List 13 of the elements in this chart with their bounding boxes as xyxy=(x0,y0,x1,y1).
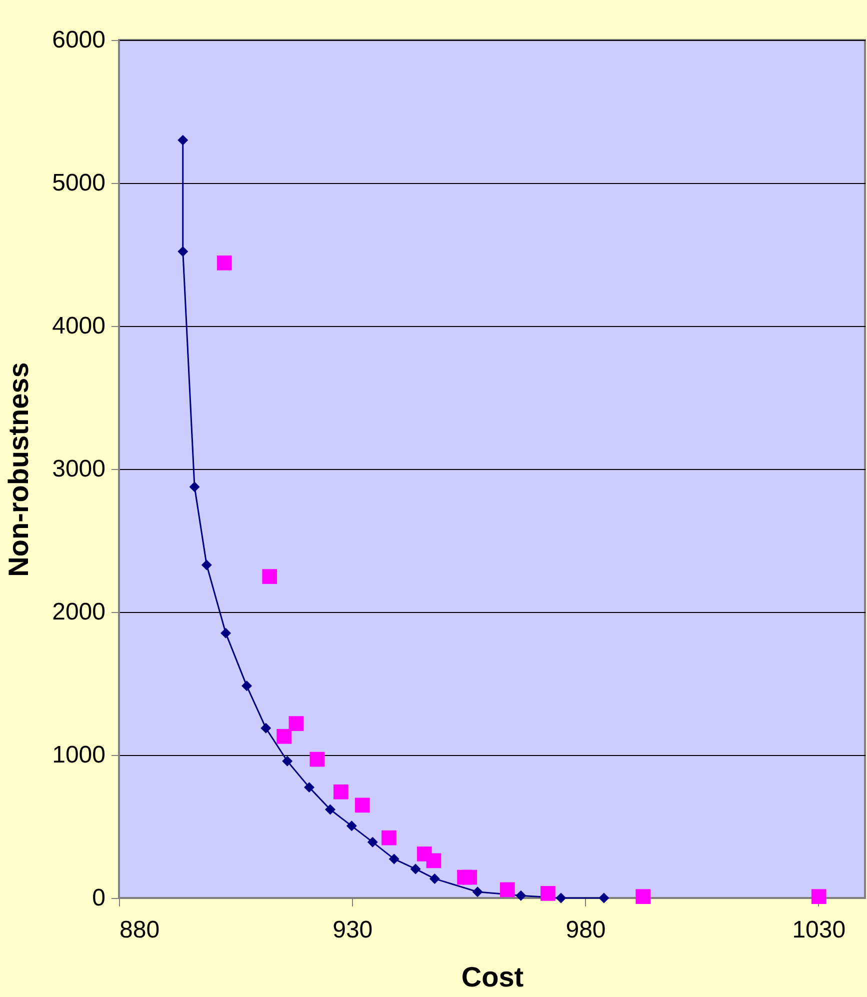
x-tick-label: 930 xyxy=(332,916,373,944)
x-axis-title: Cost xyxy=(461,962,524,992)
y-tick-label: 5000 xyxy=(52,170,106,196)
y-tick-label: 0 xyxy=(92,884,106,912)
y-tick-label: 1000 xyxy=(52,742,106,768)
x-tick-label: 1030 xyxy=(792,916,846,944)
y-tick-label: 3000 xyxy=(52,456,106,482)
x-tick-label: 980 xyxy=(566,916,606,944)
y-axis-title: Non-robustness xyxy=(3,362,34,577)
y-tick-label: 2000 xyxy=(52,598,106,626)
y-tick-label: 4000 xyxy=(52,312,106,340)
y-tick-label: 6000 xyxy=(52,26,106,54)
x-tick-label: 880 xyxy=(120,916,160,944)
